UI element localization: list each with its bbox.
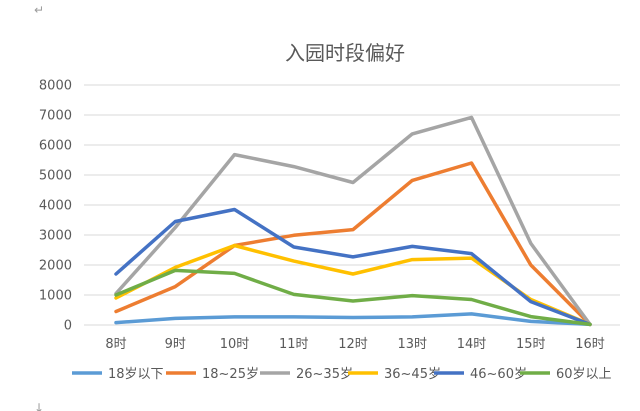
legend-label: 18岁以下: [108, 367, 164, 382]
y-tick-label: 2000: [39, 259, 72, 274]
y-tick-label: 6000: [39, 139, 72, 154]
series-line-5: [114, 207, 592, 327]
x-tick-label: 13时: [397, 337, 427, 352]
y-tick-label: 8000: [39, 79, 72, 94]
y-tick-label: 3000: [39, 229, 72, 244]
y-tick-label: 5000: [39, 169, 72, 184]
x-tick-label: 12时: [338, 337, 368, 352]
series-lines: [114, 115, 592, 327]
x-tick-label: 8时: [105, 337, 126, 352]
legend-label: 46~60岁: [470, 367, 527, 382]
y-tick-label: 4000: [39, 199, 72, 214]
legend: 18岁以下 18~25岁 26~35岁 36~45岁 46~60岁 60岁以上: [72, 367, 612, 382]
x-tick-label: 11时: [279, 337, 309, 352]
x-tick-label: 9时: [165, 337, 186, 352]
legend-label: 36~45岁: [384, 367, 441, 382]
top-paragraph-mark: ↵: [34, 3, 44, 17]
series-line-3: [114, 115, 592, 327]
series-line-6: [114, 268, 592, 327]
x-tick-label: 15时: [516, 337, 546, 352]
y-axis-ticks: 0 1000 2000 3000 4000 5000 6000 7000 8000: [39, 79, 72, 334]
series-line-1: [114, 312, 592, 327]
y-tick-label: 0: [64, 319, 72, 334]
bottom-paragraph-mark: ↓: [34, 401, 44, 411]
legend-label: 18~25岁: [202, 367, 259, 382]
legend-label: 26~35岁: [296, 367, 353, 382]
x-tick-label: 14时: [457, 337, 487, 352]
y-tick-label: 1000: [39, 289, 72, 304]
x-tick-label: 16时: [575, 337, 605, 352]
gridlines: [84, 84, 620, 326]
chart-title: 入园时段偏好: [285, 41, 405, 65]
x-tick-label: 10时: [220, 337, 250, 352]
legend-label: 60岁以上: [556, 367, 612, 382]
x-axis-ticks: 8时 9时 10时 11时 12时 13时 14时 15时 16时: [105, 337, 604, 352]
y-tick-label: 7000: [39, 109, 72, 124]
